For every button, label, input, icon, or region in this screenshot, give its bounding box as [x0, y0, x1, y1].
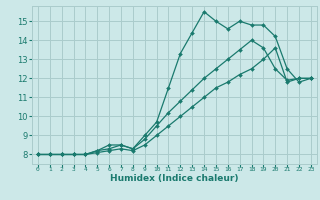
X-axis label: Humidex (Indice chaleur): Humidex (Indice chaleur)	[110, 174, 239, 183]
